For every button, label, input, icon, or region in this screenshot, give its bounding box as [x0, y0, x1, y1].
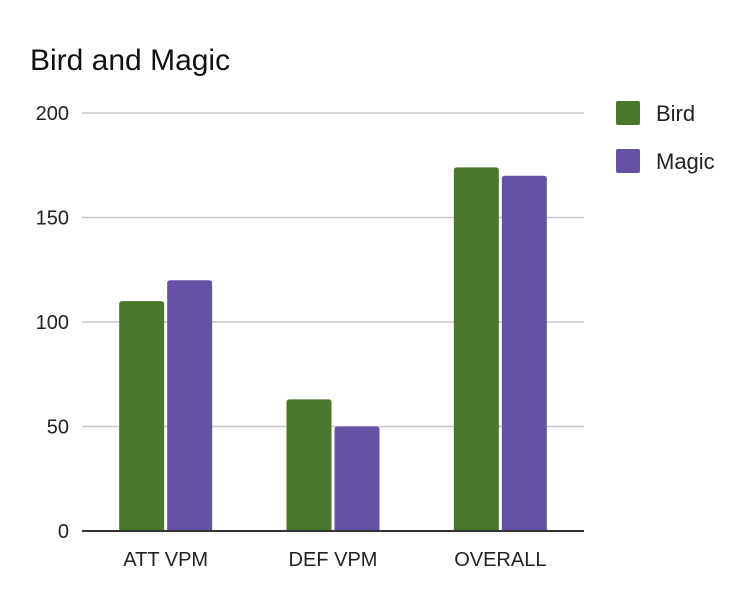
bar-bird-overall	[453, 167, 499, 531]
bar-magic-def-vpm	[334, 426, 380, 531]
legend-swatch-magic	[616, 149, 640, 173]
legend-label-bird: Bird	[656, 101, 695, 126]
chart-title: Bird and Magic	[30, 44, 231, 77]
gridlines	[82, 112, 584, 428]
y-tick-label: 150	[36, 208, 69, 230]
bar-bird-def-vpm	[286, 399, 332, 531]
y-tick-label: 100	[36, 312, 69, 334]
x-tick-label: ATT VPM	[123, 549, 208, 571]
bar-magic-att-vpm	[167, 280, 213, 531]
y-tick-label: 50	[47, 417, 69, 439]
legend-swatch-bird	[616, 101, 640, 125]
x-tick-labels: ATT VPM DEF VPM OVERALL	[123, 549, 546, 571]
x-tick-label: OVERALL	[454, 549, 546, 571]
y-tick-label: 200	[36, 103, 69, 125]
bars	[119, 167, 547, 531]
legend: Bird Magic	[616, 101, 715, 174]
legend-label-magic: Magic	[656, 149, 715, 174]
x-tick-label: DEF VPM	[289, 549, 378, 571]
bar-magic-overall	[501, 175, 547, 531]
y-tick-label: 0	[58, 521, 69, 543]
y-tick-labels: 0 50 100 150 200	[36, 103, 69, 543]
bar-bird-att-vpm	[119, 301, 165, 531]
